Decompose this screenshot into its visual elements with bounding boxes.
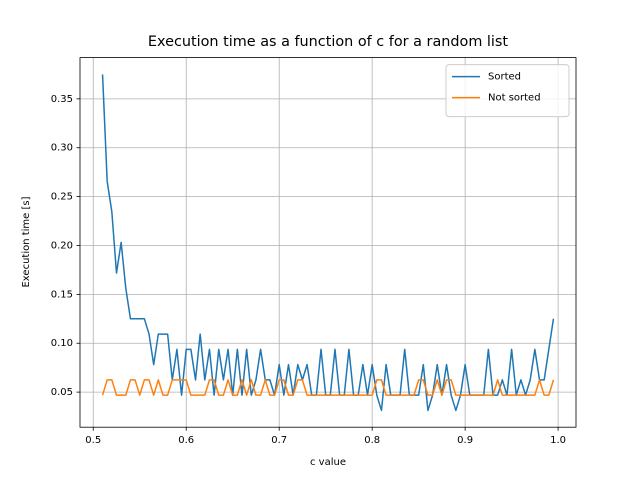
x-tick-label: 0.5 xyxy=(85,435,101,446)
chart-title: Execution time as a function of c for a … xyxy=(148,34,508,50)
y-tick-label: 0.10 xyxy=(51,338,73,349)
legend-label: Sorted xyxy=(488,72,521,83)
x-tick-label: 0.6 xyxy=(178,435,194,446)
y-tick-label: 0.20 xyxy=(51,240,73,251)
y-axis-label: Execution time [s] xyxy=(21,196,32,287)
x-axis-label: c value xyxy=(310,457,346,468)
y-tick-label: 0.15 xyxy=(51,289,73,300)
legend-box xyxy=(445,64,570,118)
y-tick-label: 0.35 xyxy=(51,94,73,105)
y-tick-label: 0.25 xyxy=(51,192,73,203)
data-line xyxy=(101,379,555,396)
plot-frame xyxy=(79,57,577,428)
y-tick-label: 0.30 xyxy=(51,143,73,154)
x-tick-label: 0.7 xyxy=(271,435,287,446)
x-tick-label: 0.8 xyxy=(364,435,380,446)
legend: Sorted Not sorted xyxy=(445,64,570,118)
x-tick-label: 1.0 xyxy=(550,435,566,446)
y-tick-label: 0.05 xyxy=(51,387,73,398)
legend-label: Not sorted xyxy=(488,93,541,104)
x-tick-label: 0.9 xyxy=(457,435,473,446)
